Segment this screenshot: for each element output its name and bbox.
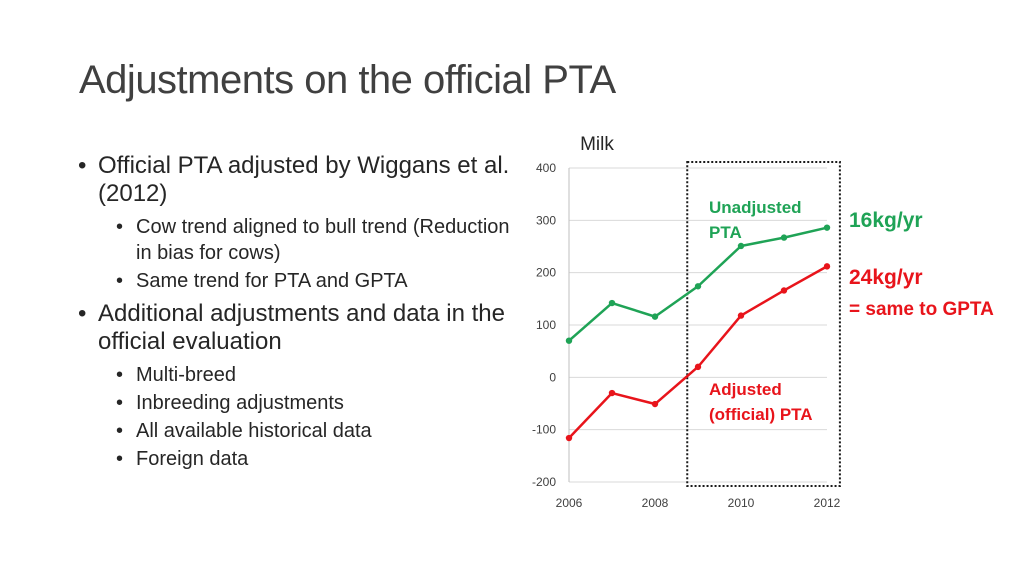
data-point bbox=[694, 363, 702, 371]
sub-bullet-text: Multi-breed bbox=[136, 364, 237, 386]
bullet-item: • Official PTA adjusted by Wiggans et al… bbox=[74, 152, 514, 208]
highlight-box bbox=[686, 161, 841, 487]
annotation-label: 24kg/yr bbox=[849, 266, 923, 289]
series-label: Adjusted bbox=[709, 380, 782, 399]
bullet-dot: • bbox=[116, 216, 124, 238]
data-point bbox=[780, 234, 788, 241]
bullet-text: Official PTA adjusted by Wiggans et al. … bbox=[98, 152, 510, 207]
series-label: Unadjusted bbox=[709, 198, 802, 217]
bullet-dot: • bbox=[116, 364, 124, 386]
data-point bbox=[780, 287, 788, 294]
y-tick-label: 200 bbox=[536, 266, 556, 280]
chart-title: Milk bbox=[580, 134, 614, 155]
sub-bullet-item: • Same trend for PTA and GPTA bbox=[74, 268, 514, 294]
sub-bullet-text: All available historical data bbox=[136, 420, 372, 442]
sub-bullet-item: • Inbreeding adjustments bbox=[74, 390, 514, 416]
annotation-label: = same to GPTA bbox=[849, 299, 994, 320]
data-point bbox=[823, 224, 831, 231]
y-tick-label: 400 bbox=[536, 161, 556, 175]
data-point bbox=[737, 312, 745, 319]
x-tick-label: 2008 bbox=[642, 496, 669, 510]
sub-bullet-item: • Multi-breed bbox=[74, 362, 514, 388]
bullet-dot: • bbox=[116, 270, 124, 292]
data-point bbox=[651, 313, 659, 320]
data-point bbox=[608, 389, 616, 397]
y-tick-label: 100 bbox=[536, 318, 556, 332]
data-point bbox=[565, 337, 573, 344]
sub-bullet-item: • Foreign data bbox=[74, 446, 514, 472]
sub-bullet-item: • All available historical data bbox=[74, 418, 514, 444]
annotation-label: 16kg/yr bbox=[849, 209, 923, 232]
slide-title: Adjustments on the official PTA bbox=[79, 58, 616, 102]
y-tick-label: 0 bbox=[549, 370, 556, 384]
data-point bbox=[565, 434, 573, 442]
x-tick-label: 2012 bbox=[814, 496, 841, 510]
sub-bullet-text: Cow trend aligned to bull trend (Reducti… bbox=[136, 216, 510, 264]
sub-bullet-text: Same trend for PTA and GPTA bbox=[136, 270, 408, 292]
data-point bbox=[608, 299, 616, 307]
data-point bbox=[823, 263, 831, 270]
bullet-dot: • bbox=[116, 392, 124, 414]
bullet-dot: • bbox=[78, 300, 87, 327]
data-point bbox=[694, 283, 702, 290]
bullet-list: • Official PTA adjusted by Wiggans et al… bbox=[74, 152, 514, 472]
sub-bullet-text: Foreign data bbox=[136, 448, 249, 470]
bullet-item: • Additional adjustments and data in the… bbox=[74, 300, 514, 356]
bullet-dot: • bbox=[116, 448, 124, 470]
series-label: PTA bbox=[709, 223, 742, 242]
bullet-dot: • bbox=[78, 152, 87, 179]
data-point bbox=[737, 242, 745, 250]
x-tick-label: 2006 bbox=[556, 496, 583, 510]
sub-bullet-item: • Cow trend aligned to bull trend (Reduc… bbox=[74, 214, 514, 266]
y-tick-label: -200 bbox=[532, 475, 556, 489]
y-tick-label: -100 bbox=[532, 423, 556, 437]
bullet-dot: • bbox=[116, 420, 124, 442]
data-point bbox=[651, 400, 659, 408]
sub-bullet-text: Inbreeding adjustments bbox=[136, 392, 344, 414]
series-label: (official) PTA bbox=[709, 405, 813, 424]
x-tick-label: 2010 bbox=[728, 496, 755, 510]
bullet-text: Additional adjustments and data in the o… bbox=[98, 300, 505, 355]
y-tick-label: 300 bbox=[536, 213, 556, 227]
